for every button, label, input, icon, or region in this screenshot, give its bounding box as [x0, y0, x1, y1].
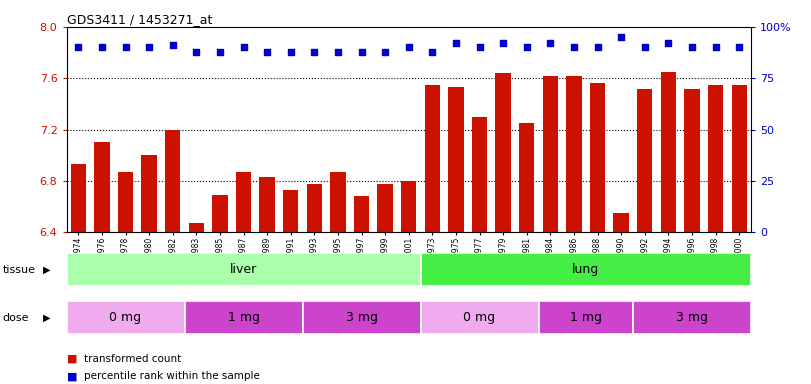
Point	[732, 44, 745, 50]
Text: lung: lung	[572, 263, 599, 276]
Bar	[236, 172, 251, 232]
Bar	[330, 172, 345, 232]
Text: GDS3411 / 1453271_at: GDS3411 / 1453271_at	[67, 13, 212, 26]
Bar	[377, 184, 393, 232]
Bar	[613, 213, 629, 232]
Bar	[307, 184, 322, 232]
Point	[426, 48, 439, 55]
Text: percentile rank within the sample: percentile rank within the sample	[84, 371, 260, 381]
Text: liver: liver	[230, 263, 257, 276]
Text: 3 mg: 3 mg	[345, 311, 378, 324]
Bar	[141, 155, 157, 232]
Bar	[543, 76, 558, 232]
Point	[190, 48, 203, 55]
Point	[260, 48, 273, 55]
Bar	[67, 253, 421, 286]
Bar	[421, 253, 751, 286]
Bar	[260, 177, 275, 232]
Bar	[496, 73, 511, 232]
Point	[449, 40, 462, 46]
Bar	[425, 84, 440, 232]
Point	[402, 44, 415, 50]
Point	[521, 44, 534, 50]
Point	[213, 48, 226, 55]
Text: dose: dose	[2, 313, 29, 323]
Bar	[708, 84, 723, 232]
Bar	[519, 123, 534, 232]
Bar	[165, 129, 180, 232]
Bar	[94, 142, 109, 232]
Bar	[354, 196, 369, 232]
Point	[284, 48, 297, 55]
Text: 3 mg: 3 mg	[676, 311, 708, 324]
Point	[473, 44, 486, 50]
Point	[72, 44, 85, 50]
Point	[662, 40, 675, 46]
Point	[638, 44, 651, 50]
Bar	[684, 89, 700, 232]
Text: 1 mg: 1 mg	[228, 311, 260, 324]
Bar	[401, 181, 416, 232]
Point	[544, 40, 557, 46]
Point	[119, 44, 132, 50]
Text: tissue: tissue	[2, 265, 36, 275]
Bar	[283, 190, 298, 232]
Text: 0 mg: 0 mg	[109, 311, 142, 324]
Bar	[185, 301, 303, 334]
Point	[332, 48, 345, 55]
Bar	[566, 76, 581, 232]
Point	[591, 44, 604, 50]
Point	[709, 44, 722, 50]
Text: ▶: ▶	[43, 265, 51, 275]
Point	[355, 48, 368, 55]
Point	[166, 42, 179, 48]
Point	[615, 34, 628, 40]
Text: ▶: ▶	[43, 313, 51, 323]
Bar	[661, 72, 676, 232]
Point	[379, 48, 392, 55]
Bar	[67, 301, 185, 334]
Bar	[189, 223, 204, 232]
Bar	[590, 83, 605, 232]
Bar	[303, 301, 421, 334]
Bar	[421, 301, 539, 334]
Text: 1 mg: 1 mg	[570, 311, 602, 324]
Text: ■: ■	[67, 371, 77, 381]
Bar	[732, 84, 747, 232]
Point	[496, 40, 509, 46]
Bar	[539, 301, 633, 334]
Point	[237, 44, 250, 50]
Bar	[212, 195, 228, 232]
Point	[568, 44, 581, 50]
Point	[143, 44, 156, 50]
Point	[308, 48, 321, 55]
Point	[685, 44, 698, 50]
Bar	[448, 87, 464, 232]
Bar	[637, 89, 652, 232]
Bar	[118, 172, 133, 232]
Text: 0 mg: 0 mg	[464, 311, 496, 324]
Point	[96, 44, 109, 50]
Bar	[472, 117, 487, 232]
Text: transformed count: transformed count	[84, 354, 182, 364]
Bar	[71, 164, 86, 232]
Bar	[633, 301, 751, 334]
Text: ■: ■	[67, 354, 77, 364]
